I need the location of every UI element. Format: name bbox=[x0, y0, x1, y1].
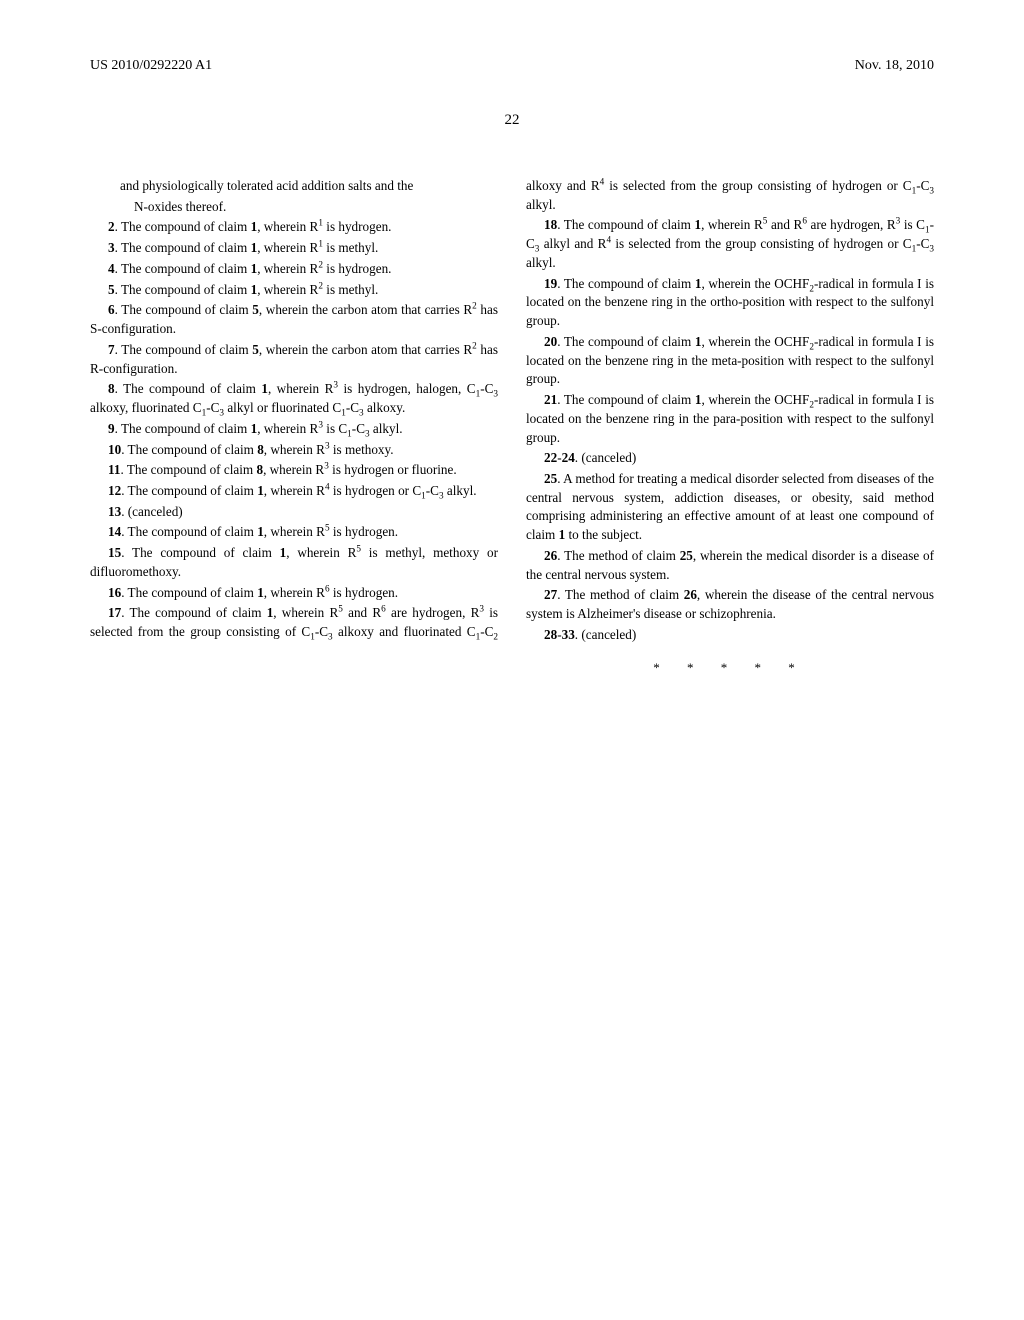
claim-16: 16. The compound of claim 1, wherein R6 … bbox=[90, 584, 498, 603]
claim-15: 15. The compound of claim 1, wherein R5 … bbox=[90, 544, 498, 581]
claim-12: 12. The compound of claim 1, wherein R4 … bbox=[90, 482, 498, 501]
claim-7: 7. The compound of claim 5, wherein the … bbox=[90, 341, 498, 378]
claim-5: 5. The compound of claim 1, wherein R2 i… bbox=[90, 281, 498, 300]
claim-11: 11. The compound of claim 8, wherein R3 … bbox=[90, 461, 498, 480]
claim-25: 25. A method for treating a medical diso… bbox=[526, 470, 934, 545]
claim-28-33: 28-33. (canceled) bbox=[526, 626, 934, 645]
claim-21: 21. The compound of claim 1, wherein the… bbox=[526, 391, 934, 447]
claim-22-24: 22-24. (canceled) bbox=[526, 449, 934, 468]
end-of-document-marker: * * * * * bbox=[526, 659, 934, 677]
claim-1-continued-b: N-oxides thereof. bbox=[90, 198, 498, 217]
claim-9: 9. The compound of claim 1, wherein R3 i… bbox=[90, 420, 498, 439]
claim-4: 4. The compound of claim 1, wherein R2 i… bbox=[90, 260, 498, 279]
claim-20: 20. The compound of claim 1, wherein the… bbox=[526, 333, 934, 389]
claim-27: 27. The method of claim 26, wherein the … bbox=[526, 586, 934, 623]
claim-6: 6. The compound of claim 5, wherein the … bbox=[90, 301, 498, 338]
claims-body: and physiologically tolerated acid addit… bbox=[0, 129, 1024, 677]
publication-number: US 2010/0292220 A1 bbox=[90, 58, 212, 74]
claim-14: 14. The compound of claim 1, wherein R5 … bbox=[90, 523, 498, 542]
claim-19: 19. The compound of claim 1, wherein the… bbox=[526, 275, 934, 331]
claim-13: 13. (canceled) bbox=[90, 503, 498, 522]
publication-date: Nov. 18, 2010 bbox=[855, 58, 934, 74]
claim-8: 8. The compound of claim 1, wherein R3 i… bbox=[90, 380, 498, 417]
claim-26: 26. The method of claim 25, wherein the … bbox=[526, 547, 934, 584]
claim-10: 10. The compound of claim 8, wherein R3 … bbox=[90, 441, 498, 460]
claim-1-continued-a: and physiologically tolerated acid addit… bbox=[90, 177, 498, 196]
claim-18: 18. The compound of claim 1, wherein R5 … bbox=[526, 216, 934, 272]
claim-3: 3. The compound of claim 1, wherein R1 i… bbox=[90, 239, 498, 258]
claim-2: 2. The compound of claim 1, wherein R1 i… bbox=[90, 218, 498, 237]
page-number: 22 bbox=[0, 74, 1024, 129]
